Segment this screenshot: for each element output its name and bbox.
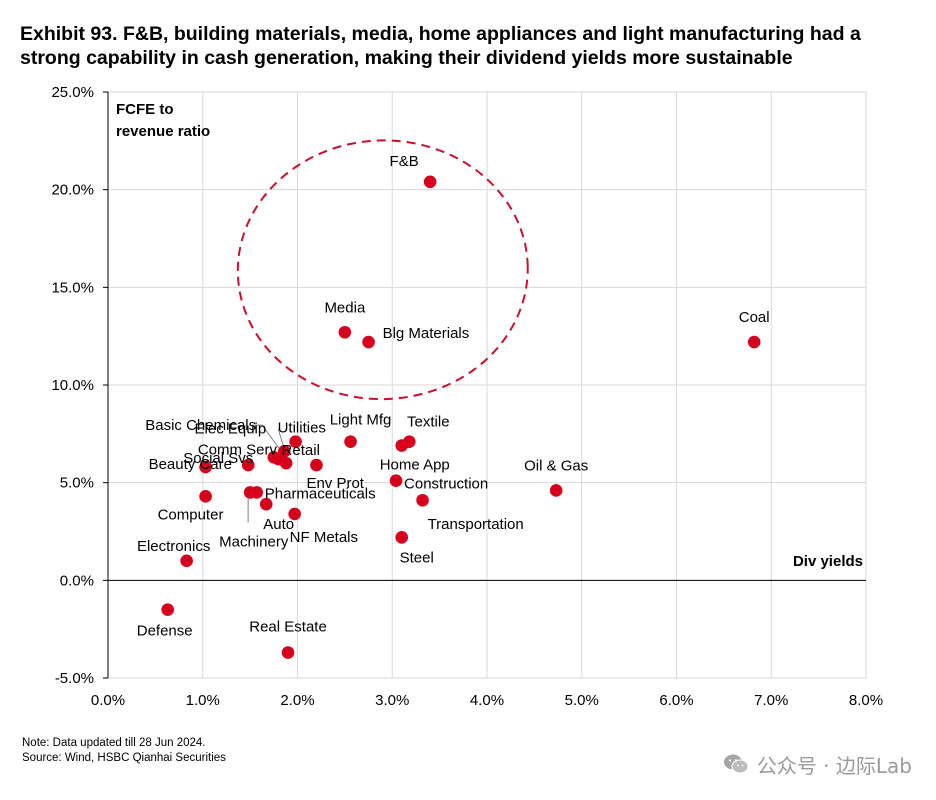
point-label-light-mfg: Light Mfg xyxy=(330,412,392,429)
tick-labels: 0.0% 1.0% 2.0% 3.0% 4.0% 5.0% 6.0% 7.0% 8.0% -5.0… xyxy=(51,84,883,709)
chart-title-line-2: strong capability in cash generation, ma… xyxy=(20,47,793,69)
axes xyxy=(103,91,866,679)
footer: Note: Data updated till 28 Jun 2024. Sou… xyxy=(22,736,226,766)
point-label-nf-metals: NF Metals xyxy=(290,529,358,546)
point-label-oil-and-gas: Oil & Gas xyxy=(524,457,588,474)
x-tick-label-3: 3.0% xyxy=(375,692,409,709)
y-tick-label-6: 25.0% xyxy=(51,84,94,101)
data-point-computer xyxy=(199,490,212,503)
y-tick-label-3: 10.0% xyxy=(51,377,94,394)
data-point-social-svs xyxy=(241,458,255,472)
point-label-utilities: Utilities xyxy=(278,420,326,437)
point-labels: F&B Media Blg Materials Coal Light Mfg Textil… xyxy=(137,153,770,640)
data-point-blg-materials xyxy=(362,335,375,349)
point-label-coal: Coal xyxy=(739,309,770,326)
point-label-elec-equip: Elec Equip xyxy=(195,420,267,437)
watermark: 公众号 · 边际Lab xyxy=(723,750,912,778)
data-point-light-mfg xyxy=(344,435,357,448)
point-label-pharmaceuticals: Pharmaceuticals xyxy=(265,485,376,502)
x-tick-label-6: 6.0% xyxy=(659,692,693,709)
data-point-fandb xyxy=(423,175,437,189)
leader-lines xyxy=(247,424,285,523)
point-label-transportation: Transportation xyxy=(428,516,524,533)
x-tick-label-1: 1.0% xyxy=(186,692,220,709)
data-point-defense xyxy=(161,603,174,616)
data-point-media xyxy=(338,325,352,339)
y-tick-label-1: 0.0% xyxy=(60,572,94,589)
point-label-retail: Retail xyxy=(282,442,320,459)
point-label-env-prot: Env Prot xyxy=(306,475,364,492)
chart-title: Exhibit 93. F&B, building materials, med… xyxy=(20,22,920,70)
watermark-text: 公众号 · 边际Lab xyxy=(756,753,912,778)
y-tick-label-0: -5.0% xyxy=(55,670,94,687)
leader-line-elec-equip xyxy=(277,429,284,446)
data-point-machinery xyxy=(243,486,257,499)
data-points xyxy=(161,175,761,659)
data-point-construction xyxy=(389,474,403,488)
highlight-ellipse-layer xyxy=(236,139,529,401)
x-axis-label: Div yields xyxy=(793,553,863,570)
x-tick-label-2: 2.0% xyxy=(280,692,314,709)
leader-line-basic-chemicals xyxy=(252,424,285,456)
data-point-steel xyxy=(395,531,409,544)
point-label-social-svs: Social Svs xyxy=(183,450,253,467)
x-tick-label-7: 7.0% xyxy=(754,692,788,709)
x-tick-label-0: 0.0% xyxy=(91,692,125,709)
data-point-utilities xyxy=(289,435,302,448)
point-label-comm-serv: Comm Serv xyxy=(198,441,278,458)
data-point-electronics xyxy=(180,554,193,568)
chart-title-line-1: Exhibit 93. F&B, building materials, med… xyxy=(20,23,861,45)
point-label-electronics: Electronics xyxy=(137,538,210,555)
footer-note: Note: Data updated till 28 Jun 2024. xyxy=(22,737,206,749)
y-tick-label-5: 20.0% xyxy=(51,182,94,199)
x-tick-label-8: 8.0% xyxy=(849,692,883,709)
y-axis-label-line-1: FCFE to xyxy=(116,101,174,118)
point-label-blg-materials: Blg Materials xyxy=(383,325,470,342)
point-label-fandb: F&B xyxy=(390,153,419,170)
point-label-computer: Computer xyxy=(158,506,224,523)
y-axis-label-line-2: revenue ratio xyxy=(116,123,210,140)
point-label-defense: Defense xyxy=(137,623,193,640)
wechat-icon xyxy=(723,754,749,774)
data-point-retail xyxy=(272,452,285,466)
point-label-home-app: Home App xyxy=(380,457,450,474)
data-point-coal xyxy=(747,335,761,349)
data-point-auto xyxy=(259,497,273,511)
data-point-home-app xyxy=(395,439,409,452)
point-label-real-estate: Real Estate xyxy=(249,619,327,636)
highlight-ellipse xyxy=(236,139,529,401)
data-point-real-estate xyxy=(281,646,295,659)
point-label-basic-chemicals: Basic Chemicals xyxy=(145,417,256,434)
point-label-auto: Auto xyxy=(263,516,294,533)
data-point-nf-metals xyxy=(288,507,301,521)
point-label-construction: Construction xyxy=(404,476,488,493)
point-label-machinery: Machinery xyxy=(219,533,289,550)
data-point-oil-and-gas xyxy=(549,484,563,497)
x-tick-label-5: 5.0% xyxy=(565,692,599,709)
point-label-steel: Steel xyxy=(400,549,434,566)
data-point-transportation xyxy=(416,493,429,507)
data-point-beauty-care xyxy=(199,460,212,474)
point-label-media: Media xyxy=(324,299,366,316)
point-label-textile: Textile xyxy=(407,414,450,431)
y-tick-label-2: 5.0% xyxy=(60,475,94,492)
x-tick-label-4: 4.0% xyxy=(470,692,504,709)
y-tick-label-4: 15.0% xyxy=(51,279,94,296)
point-label-beauty-care: Beauty Care xyxy=(149,456,232,473)
footer-source: Source: Wind, HSBC Qianhai Securities xyxy=(22,752,226,764)
data-point-env-prot xyxy=(310,458,323,472)
